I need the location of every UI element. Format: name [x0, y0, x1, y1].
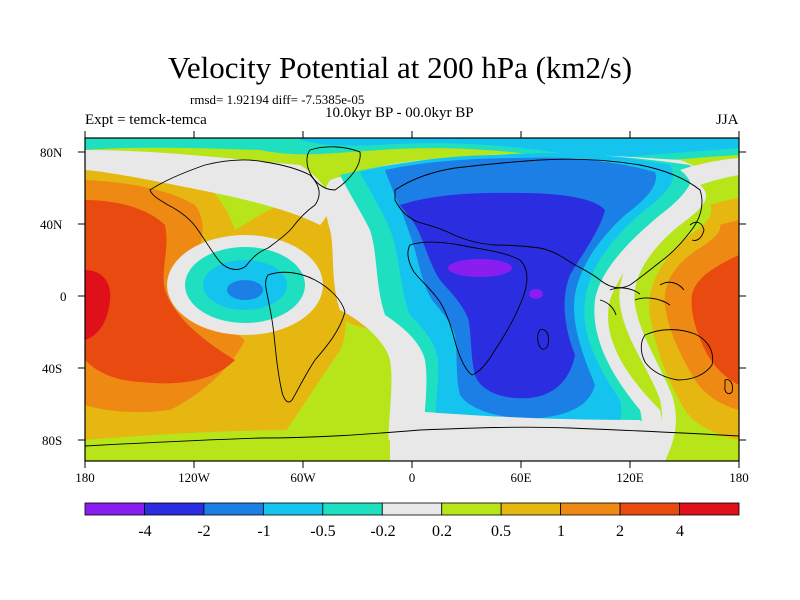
field-region-arctic-gray [85, 150, 329, 225]
colorbar-box [84, 502, 145, 516]
lon-label-120w: 120W [178, 470, 211, 485]
period-label: 10.0kyr BP - 00.0kyr BP [325, 105, 474, 121]
colorbar [84, 502, 740, 516]
lon-tick-labels: 180 120W 60W 0 60E 120E 180 [75, 470, 749, 485]
coastline-new-zealand [724, 379, 733, 395]
colorbar-box [262, 502, 324, 516]
colorbar-label: -0.5 [310, 523, 335, 540]
coastline-indonesia [599, 281, 685, 316]
season-label: JJA [716, 112, 739, 128]
colorbar-label: 4 [676, 523, 684, 540]
field-region-pacific-red [85, 200, 235, 384]
coastline-africa [407, 241, 528, 376]
lat-label-80s: 80S [42, 433, 62, 448]
colorbar-box [144, 502, 205, 516]
colorbar-label: 2 [616, 523, 624, 540]
lat-label-40n: 40N [40, 217, 63, 232]
coastline-north-america [149, 159, 320, 270]
field-layer [85, 138, 739, 461]
colorbar-box [500, 502, 562, 516]
coastline-south-america [265, 271, 346, 403]
lat-label-80n: 80N [40, 145, 63, 160]
colorbar-label: -2 [197, 523, 210, 540]
coastline-antarctica [85, 426, 739, 447]
lon-label-60w: 60W [290, 470, 316, 485]
lon-label-180w: 180 [75, 470, 95, 485]
stats-text: rmsd= 1.92194 diff= -7.5385e-05 [190, 92, 365, 107]
field-region-core-purple-2 [529, 289, 543, 299]
lat-label-40s: 40S [42, 361, 62, 376]
field-region-arctic-cyan [300, 138, 739, 160]
colorbar-label: -4 [138, 523, 151, 540]
field-region-ca-blue [227, 280, 263, 300]
colorbar-box [619, 502, 680, 516]
field-region-south-green [85, 430, 390, 461]
colorbar-box [441, 502, 502, 516]
field-region-core-purple-1 [448, 259, 512, 277]
lon-tick-marks [84, 131, 740, 468]
field-region-wp-red [691, 255, 739, 385]
lon-label-120e: 120E [616, 470, 644, 485]
lat-tick-marks [78, 151, 746, 441]
field-region-east-deepblue [400, 192, 605, 399]
colorbar-label: 0.5 [491, 523, 511, 540]
coastline-madagascar [537, 329, 549, 350]
coastline-greenland [306, 146, 361, 191]
coastline-layer [85, 146, 739, 447]
coastline-eurasia [394, 158, 703, 289]
colorbar-labels: -4 -2 -1 -0.5 -0.2 0.2 0.5 1 2 4 [138, 523, 684, 540]
lat-tick-labels: 80N 40N 0 40S 80S [40, 145, 67, 448]
coastline-japan [689, 221, 705, 241]
experiment-label: Expt = temck-temca [85, 112, 207, 128]
colorbar-box [203, 502, 264, 516]
map-title: Velocity Potential at 200 hPa (km2/s) [167, 50, 633, 85]
lat-label-0: 0 [60, 289, 67, 304]
field-region-south-gray [390, 410, 652, 461]
colorbar-box [679, 502, 740, 516]
lon-label-60e: 60E [511, 470, 532, 485]
lon-label-0: 0 [409, 470, 416, 485]
colorbar-box [560, 502, 621, 516]
coastline-australia [640, 329, 714, 381]
field-region-pacific-core [85, 270, 111, 340]
colorbar-box [381, 502, 443, 516]
colorbar-label: -0.2 [370, 523, 395, 540]
colorbar-label: 1 [557, 523, 565, 540]
lon-label-180e: 180 [729, 470, 749, 485]
colorbar-label: -1 [257, 523, 270, 540]
colorbar-box [322, 502, 383, 516]
colorbar-label: 0.2 [432, 523, 452, 540]
